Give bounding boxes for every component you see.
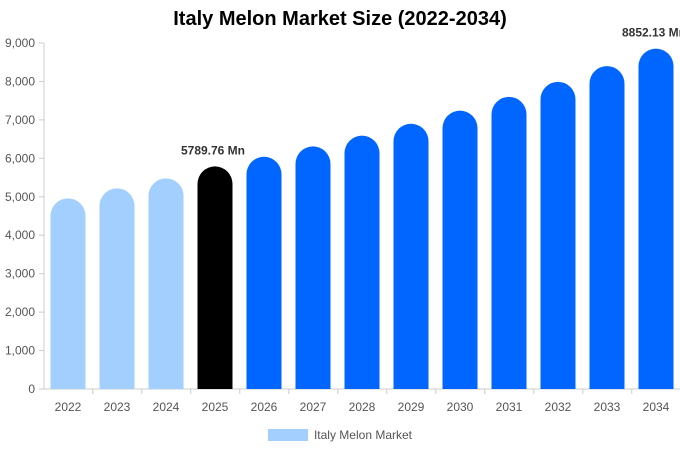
x-tick-label: 2022 xyxy=(55,400,82,414)
x-tick-label: 2031 xyxy=(496,400,523,414)
data-labels: 5789.76 Mn 8852.13 Mn xyxy=(181,26,680,158)
bar xyxy=(99,188,135,389)
x-tick-label: 2034 xyxy=(643,400,670,414)
chart-title: Italy Melon Market Size (2022-2034) xyxy=(173,8,507,30)
legend-label: Italy Melon Market xyxy=(313,427,413,442)
data-label: 8852.13 Mn xyxy=(622,26,680,40)
legend: Italy Melon Market xyxy=(0,426,680,444)
bar xyxy=(491,96,527,390)
bar xyxy=(197,166,233,389)
y-tick-label: 5,000 xyxy=(5,190,35,204)
bar xyxy=(393,123,429,389)
x-tick-label: 2030 xyxy=(447,400,474,414)
y-tick-label: 9,000 xyxy=(5,36,35,50)
x-tick-label: 2027 xyxy=(300,400,327,414)
y-tick-label: 3,000 xyxy=(5,267,35,281)
bar xyxy=(148,178,184,389)
x-tick-label: 2024 xyxy=(153,400,180,414)
bar xyxy=(50,198,86,389)
legend-swatch xyxy=(267,428,308,441)
bars xyxy=(50,48,674,390)
y-tick-label: 1,000 xyxy=(5,344,35,358)
y-tick-label: 7,000 xyxy=(5,113,35,127)
x-axis: 2022 2023 2024 2025 2026 2027 2028 2029 2030 2031… xyxy=(44,388,680,414)
bar xyxy=(344,135,380,389)
x-tick-label: 2032 xyxy=(545,400,572,414)
y-tick-label: 0 xyxy=(28,382,35,396)
bar xyxy=(442,110,478,389)
y-tick-label: 2,000 xyxy=(5,305,35,319)
bar xyxy=(295,146,331,389)
bar xyxy=(638,48,674,389)
x-tick-label: 2025 xyxy=(202,400,229,414)
x-tick-label: 2023 xyxy=(104,400,131,414)
data-label: 5789.76 Mn xyxy=(181,143,245,157)
y-tick-label: 6,000 xyxy=(5,151,35,165)
y-tick-label: 4,000 xyxy=(5,228,35,242)
x-tick-label: 2029 xyxy=(398,400,425,414)
y-tick-label: 8,000 xyxy=(5,74,35,88)
bar xyxy=(246,156,282,389)
x-tick-label: 2028 xyxy=(349,400,376,414)
x-tick-label: 2026 xyxy=(251,400,278,414)
y-axis: 0 1,000 2,000 3,000 4,000 5,000 6,000 7,000 8,00… xyxy=(5,36,45,396)
bar xyxy=(589,66,625,390)
bar xyxy=(540,81,576,390)
x-tick-label: 2033 xyxy=(594,400,621,414)
